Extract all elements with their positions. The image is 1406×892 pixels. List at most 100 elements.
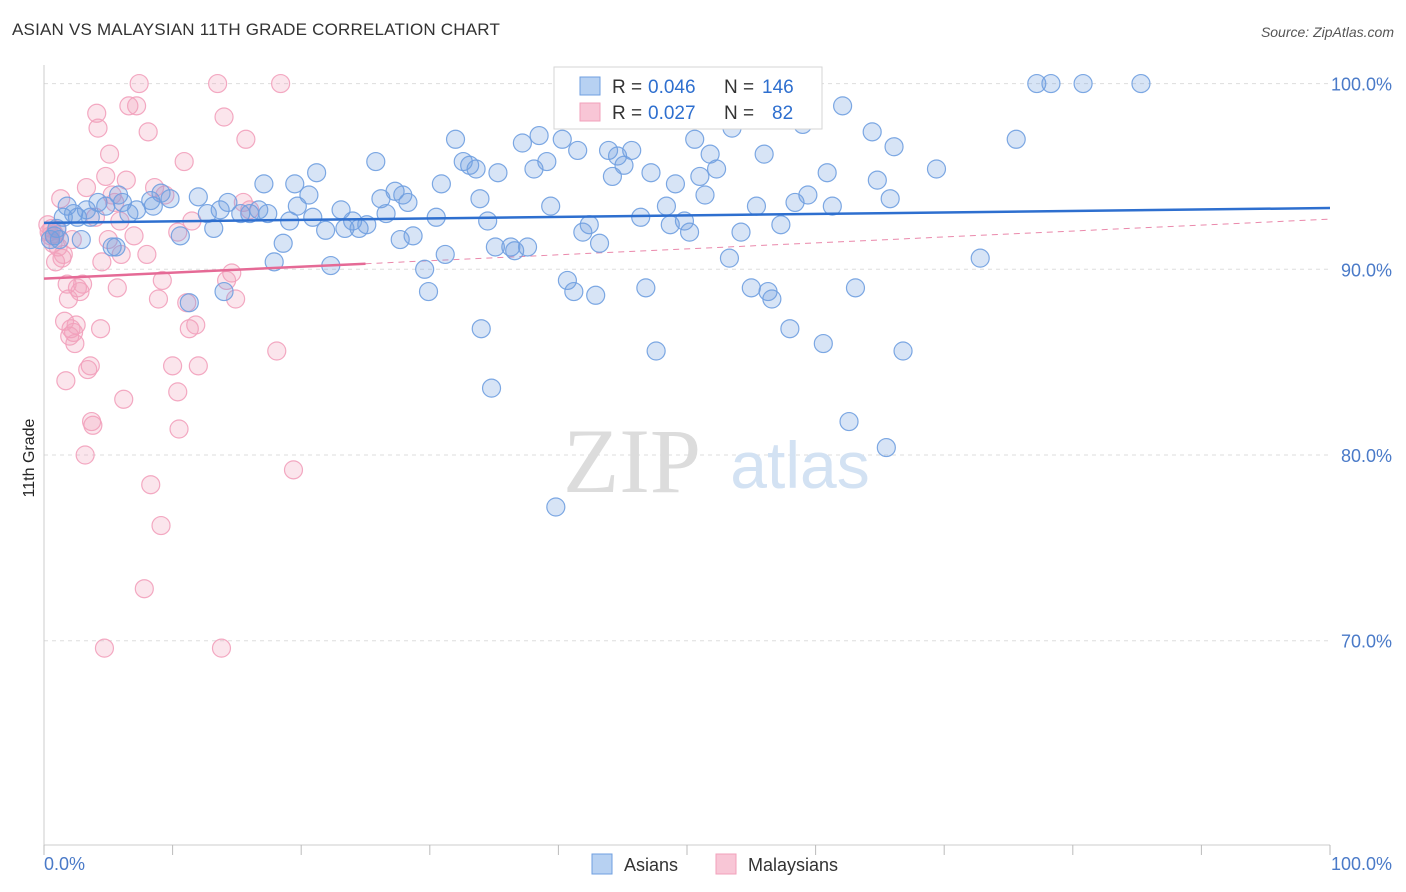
malaysian-point — [236, 129, 256, 149]
malaysian-point — [169, 419, 189, 439]
malaysian-point — [65, 333, 85, 354]
malaysian-point — [226, 289, 246, 309]
asian-trend-line — [43, 206, 1331, 225]
malaysian-points — [38, 73, 304, 658]
legend-asians-swatch[interactable] — [591, 853, 613, 875]
malaysian-point — [90, 319, 111, 339]
asian-point — [598, 140, 619, 161]
malaysian-point — [141, 475, 161, 495]
malaysian-point — [186, 315, 206, 335]
asian-point — [546, 497, 566, 517]
asian-point — [188, 187, 208, 207]
asian-point — [1027, 73, 1047, 94]
stats-malaysian-r-value: 0.027 — [648, 103, 696, 124]
asian-point — [529, 125, 549, 146]
y-axis-label: 11th Grade — [21, 418, 38, 497]
asian-point — [71, 229, 91, 250]
asian-point — [813, 333, 833, 354]
asian-point — [754, 144, 774, 164]
asian-point — [307, 163, 327, 183]
malaysian-point — [271, 73, 291, 94]
asian-point — [564, 281, 584, 302]
asian-point — [970, 248, 990, 268]
asian-point — [746, 196, 767, 216]
bottom-legend: Asians Malaysians — [591, 853, 838, 875]
stats-asian-n-value: 146 — [762, 77, 794, 98]
malaysian-point — [83, 415, 103, 435]
asian-point — [393, 185, 413, 205]
asian-point — [817, 163, 837, 183]
malaysian-point — [188, 356, 208, 376]
asian-point — [1006, 129, 1026, 149]
asian-point — [622, 140, 642, 161]
asian-point — [366, 151, 386, 172]
asian-point — [343, 211, 363, 231]
asian-point — [690, 166, 710, 187]
malaysian-point — [138, 122, 158, 142]
x-tick-label: 100.0% — [1331, 854, 1392, 874]
trend-solid-lines — [43, 206, 1331, 280]
malaysian-point — [87, 103, 107, 123]
asian-point — [589, 233, 610, 253]
asian-point — [822, 196, 842, 216]
asian-point — [762, 289, 782, 309]
malaysian-point — [134, 579, 154, 599]
stats-legend: R = 0.046 N = 146 R = 0.027 N = 82 — [553, 66, 823, 130]
asian-point — [614, 155, 634, 175]
malaysian-point — [92, 252, 112, 272]
asian-point — [316, 220, 336, 240]
asian-point — [102, 237, 122, 257]
malaysian-point — [222, 263, 242, 283]
malaysian-point — [208, 73, 228, 94]
malaysian-point — [129, 73, 149, 94]
malaysian-point — [233, 192, 253, 213]
malaysian-point — [72, 274, 93, 294]
stats-malaysian-r-label: R = — [612, 103, 642, 124]
legend-asians-label[interactable]: Asians — [624, 855, 678, 875]
asian-point — [403, 226, 423, 246]
malaysian-point — [114, 389, 134, 409]
asian-point — [893, 341, 913, 361]
asian-point — [557, 270, 578, 291]
asian-point — [636, 278, 656, 298]
malaysian-point — [211, 638, 232, 658]
asian-point — [586, 285, 606, 305]
asian-point — [771, 215, 791, 235]
asian-point — [537, 151, 557, 172]
x-tick-label: 0.0% — [44, 854, 85, 874]
asian-point — [741, 278, 761, 298]
asian-point — [44, 226, 64, 246]
malaysian-point — [148, 289, 169, 309]
legend-malaysians-label[interactable]: Malaysians — [748, 855, 838, 875]
asian-point — [478, 211, 498, 231]
asian-point — [679, 222, 700, 242]
asian-points — [40, 73, 1151, 517]
legend-malaysians-swatch[interactable] — [715, 853, 737, 875]
asian-point — [568, 140, 588, 161]
asian-point — [880, 189, 900, 209]
asian-point — [287, 196, 307, 216]
asian-point — [488, 163, 508, 183]
asian-point — [418, 281, 439, 302]
asian-point — [254, 174, 274, 194]
malaysian-point — [96, 166, 116, 187]
malaysian-point — [174, 151, 194, 172]
asian-point — [214, 281, 234, 302]
asian-point — [160, 189, 180, 209]
asian-point — [415, 259, 435, 279]
asian-point — [517, 237, 538, 257]
stats-malaysian-n-label: N = — [724, 103, 754, 124]
stats-asian-swatch — [579, 76, 601, 96]
asian-point — [485, 237, 505, 257]
asian-point — [170, 226, 190, 246]
malaysian-point — [56, 371, 76, 391]
asian-point — [607, 146, 628, 166]
asian-point — [665, 174, 686, 194]
asian-point — [431, 174, 451, 194]
axes — [43, 65, 1331, 855]
asian-point — [579, 215, 599, 235]
malaysian-point — [107, 278, 127, 298]
y-tick-label: 70.0% — [1341, 632, 1392, 652]
asian-point — [731, 222, 751, 242]
malaysian-point — [168, 382, 188, 402]
